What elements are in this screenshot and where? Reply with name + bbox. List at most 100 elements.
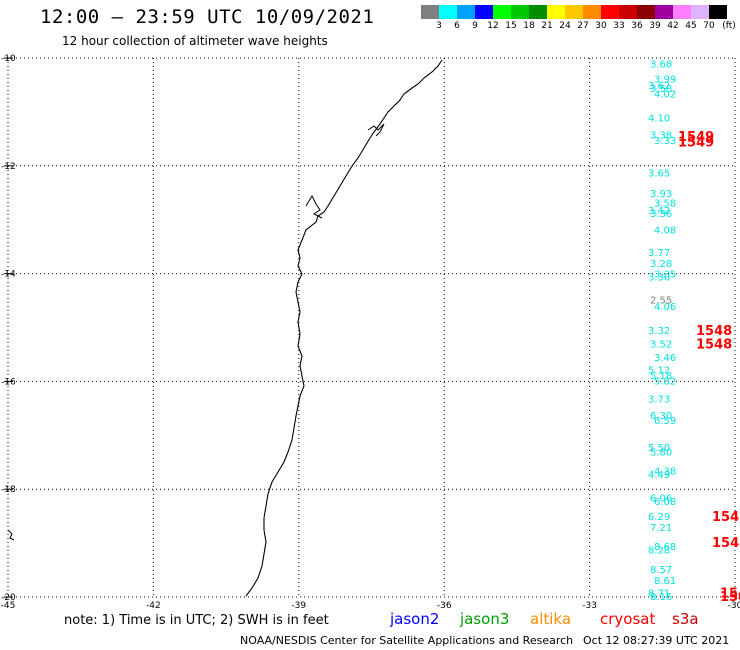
wave-height-label: 3.28 — [650, 259, 672, 270]
wave-height-label: 3.46 — [654, 353, 676, 364]
colorbar-swatch — [655, 5, 673, 19]
colorbar-tick-label: 36 — [631, 21, 643, 31]
pass-time-label: 1548 — [696, 338, 732, 353]
wave-height-label: 5.80 — [650, 447, 672, 458]
wave-height-label: 3.65 — [648, 168, 670, 179]
colorbar-swatch — [619, 5, 637, 19]
wave-height-label: 3.30 — [648, 272, 670, 283]
lon-tick-label: -33 — [582, 601, 597, 610]
colorbar-swatch — [457, 5, 475, 19]
colorbar-legend — [421, 5, 727, 19]
bay-outline — [367, 123, 385, 137]
wave-height-label: 3.32 — [648, 326, 670, 337]
wave-height-label: 6.08 — [654, 497, 676, 508]
pass-time-label: 1549 — [678, 130, 714, 145]
satellite-label-jason2: jason2 — [390, 610, 440, 628]
colorbar-tick-label: 33 — [613, 21, 625, 31]
pass-time-label: 1549 — [678, 136, 714, 151]
colorbar-tick-label: 6 — [454, 21, 460, 31]
lat-tick-label: -20 — [1, 593, 16, 603]
wave-height-label: 4.06 — [654, 302, 676, 313]
wave-height-label: 5.18 — [650, 371, 672, 382]
wave-height-label: 8.61 — [654, 576, 676, 587]
wave-height-label: 5.12 — [648, 366, 670, 377]
colorbar-swatch — [637, 5, 655, 19]
lon-tick-label: -30 — [728, 601, 740, 610]
pass-time-label: 1547 — [712, 536, 740, 551]
wave-height-label: 8.16 — [650, 592, 672, 603]
wave-height-label: 3.52 — [650, 340, 672, 351]
wave-height-label: 2.55 — [650, 295, 672, 306]
lat-tick-label: -18 — [1, 485, 16, 495]
wave-height-label: 7.21 — [650, 523, 672, 534]
island-outline — [7, 529, 15, 541]
wave-height-label: 4.02 — [654, 90, 676, 101]
wave-height-label: 4.49 — [648, 470, 670, 481]
generated-date: Oct 12 08:27:39 UTC 2021 — [583, 634, 730, 647]
wave-height-label: 4.10 — [648, 113, 670, 124]
wave-height-label: 5.50 — [648, 443, 670, 454]
wave-height-label: 3.58 — [654, 198, 676, 209]
colorbar-tick-label: 39 — [649, 21, 661, 31]
colorbar-tick-label: 9 — [472, 21, 478, 31]
satellite-label-jason3: jason3 — [460, 610, 510, 628]
wave-height-label: 3.58 — [650, 84, 672, 95]
axis-ticks: -45 -42 -39 -36 -33 -30 -10 -12 -14 -16 -18 -20 — [1, 54, 740, 610]
wave-height-label: 3.62 — [648, 81, 670, 92]
pass-time-label: 1547 — [712, 510, 740, 525]
colorbar-swatch — [565, 5, 583, 19]
colorbar-tick-label: 45 — [685, 21, 697, 31]
coastline — [7, 59, 443, 597]
lat-tick-label: -12 — [1, 162, 16, 172]
colorbar-tick-label: 18 — [523, 21, 535, 31]
colorbar-swatch — [511, 5, 529, 19]
map-grid — [4, 57, 736, 598]
wave-height-label: 8.57 — [650, 565, 672, 576]
pass-time-labels: 15491549154815481547154715471547 — [678, 130, 740, 605]
colorbar-tick-label: 12 — [487, 21, 499, 31]
colorbar-tick-label: 27 — [577, 21, 589, 31]
wave-height-label: 8.71 — [648, 589, 670, 600]
pass-time-label: 1548 — [696, 324, 732, 339]
colorbar-swatch — [673, 5, 691, 19]
observation-labels: 3.683.993.623.584.024.103.383.333.653.93… — [648, 59, 676, 603]
lat-tick-label: -10 — [1, 54, 16, 64]
lat-tick-label: -16 — [1, 377, 16, 387]
wave-height-label: 3.68 — [650, 59, 672, 70]
colorbar-tick-label: 15 — [505, 21, 517, 31]
wave-height-label: 3.73 — [648, 395, 670, 406]
wave-height-label: 6.59 — [654, 416, 676, 427]
colorbar-swatch — [691, 5, 709, 19]
colorbar-labels: 3 6 9 12 15 18 21 24 27 30 33 36 39 42 45 70 (ft) — [421, 21, 740, 33]
satellite-label-s3a: s3a — [672, 610, 699, 628]
colorbar-swatch — [439, 5, 457, 19]
wave-height-label: 3.33 — [654, 136, 676, 147]
lon-tick-label: -36 — [437, 601, 452, 610]
credit-text: NOAA/NESDIS Center for Satellite Applica… — [240, 634, 574, 647]
colorbar-swatch — [583, 5, 601, 19]
bay-outline — [305, 194, 323, 219]
pass-time-label: 1547 — [720, 587, 740, 602]
lon-tick-label: -45 — [1, 601, 16, 610]
colorbar-unit: (ft) — [722, 21, 736, 31]
wave-height-label: 3.93 — [650, 189, 672, 200]
wave-height-label: 5.82 — [654, 376, 676, 387]
colorbar-swatch — [547, 5, 565, 19]
wave-height-label: 8.68 — [654, 542, 676, 553]
colorbar-tick-label: 70 — [703, 21, 715, 31]
wave-height-label: 3.99 — [654, 74, 676, 85]
wave-height-label: 3.35 — [654, 270, 676, 281]
wave-height-label: 3.36 — [650, 209, 672, 220]
colorbar-tick-label: 24 — [559, 21, 571, 31]
wave-height-label: 6.06 — [650, 493, 672, 504]
colorbar-tick-label: 30 — [595, 21, 607, 31]
wave-height-map: 3.683.993.623.584.024.103.383.333.653.93… — [1, 54, 740, 610]
lon-tick-label: -39 — [291, 601, 306, 610]
wave-height-label: 3.38 — [650, 131, 672, 142]
page-subtitle: 12 hour collection of altimeter wave hei… — [62, 34, 328, 48]
wave-height-label: 6.29 — [648, 512, 670, 523]
wave-height-label: 3.77 — [648, 248, 670, 259]
wave-height-label: 3.42 — [648, 206, 670, 217]
colorbar-swatch — [493, 5, 511, 19]
page-title: 12:00 – 23:59 UTC 10/09/2021 — [40, 6, 375, 28]
